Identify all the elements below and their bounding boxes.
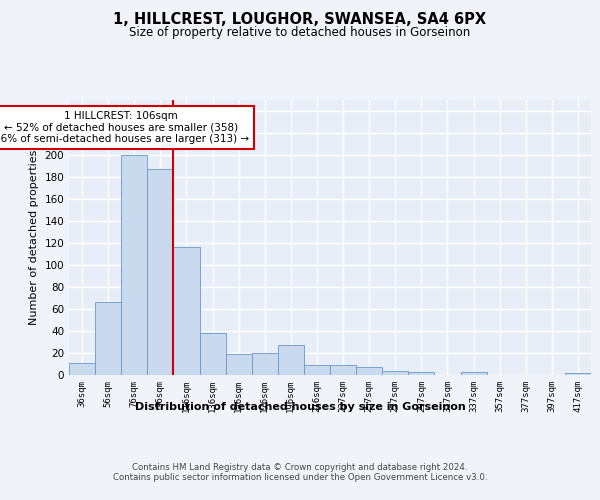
Text: Size of property relative to detached houses in Gorseinon: Size of property relative to detached ho…: [130, 26, 470, 39]
Text: 1 HILLCREST: 106sqm
← 52% of detached houses are smaller (358)
46% of semi-detac: 1 HILLCREST: 106sqm ← 52% of detached ho…: [0, 111, 249, 144]
Text: Contains HM Land Registry data © Crown copyright and database right 2024.
Contai: Contains HM Land Registry data © Crown c…: [113, 462, 487, 482]
Bar: [330, 365, 356, 375]
Bar: [356, 368, 382, 375]
Bar: [226, 354, 252, 375]
Y-axis label: Number of detached properties: Number of detached properties: [29, 150, 39, 325]
Bar: [409, 372, 434, 375]
Bar: [69, 363, 95, 375]
Bar: [382, 370, 409, 375]
Bar: [461, 372, 487, 375]
Bar: [304, 365, 330, 375]
Bar: [199, 333, 226, 375]
Bar: [278, 346, 304, 375]
Bar: [173, 248, 199, 375]
Bar: [252, 353, 278, 375]
Text: Distribution of detached houses by size in Gorseinon: Distribution of detached houses by size …: [134, 402, 466, 412]
Bar: [565, 373, 591, 375]
Bar: [95, 302, 121, 375]
Bar: [121, 155, 148, 375]
Bar: [148, 170, 173, 375]
Text: 1, HILLCREST, LOUGHOR, SWANSEA, SA4 6PX: 1, HILLCREST, LOUGHOR, SWANSEA, SA4 6PX: [113, 12, 487, 28]
